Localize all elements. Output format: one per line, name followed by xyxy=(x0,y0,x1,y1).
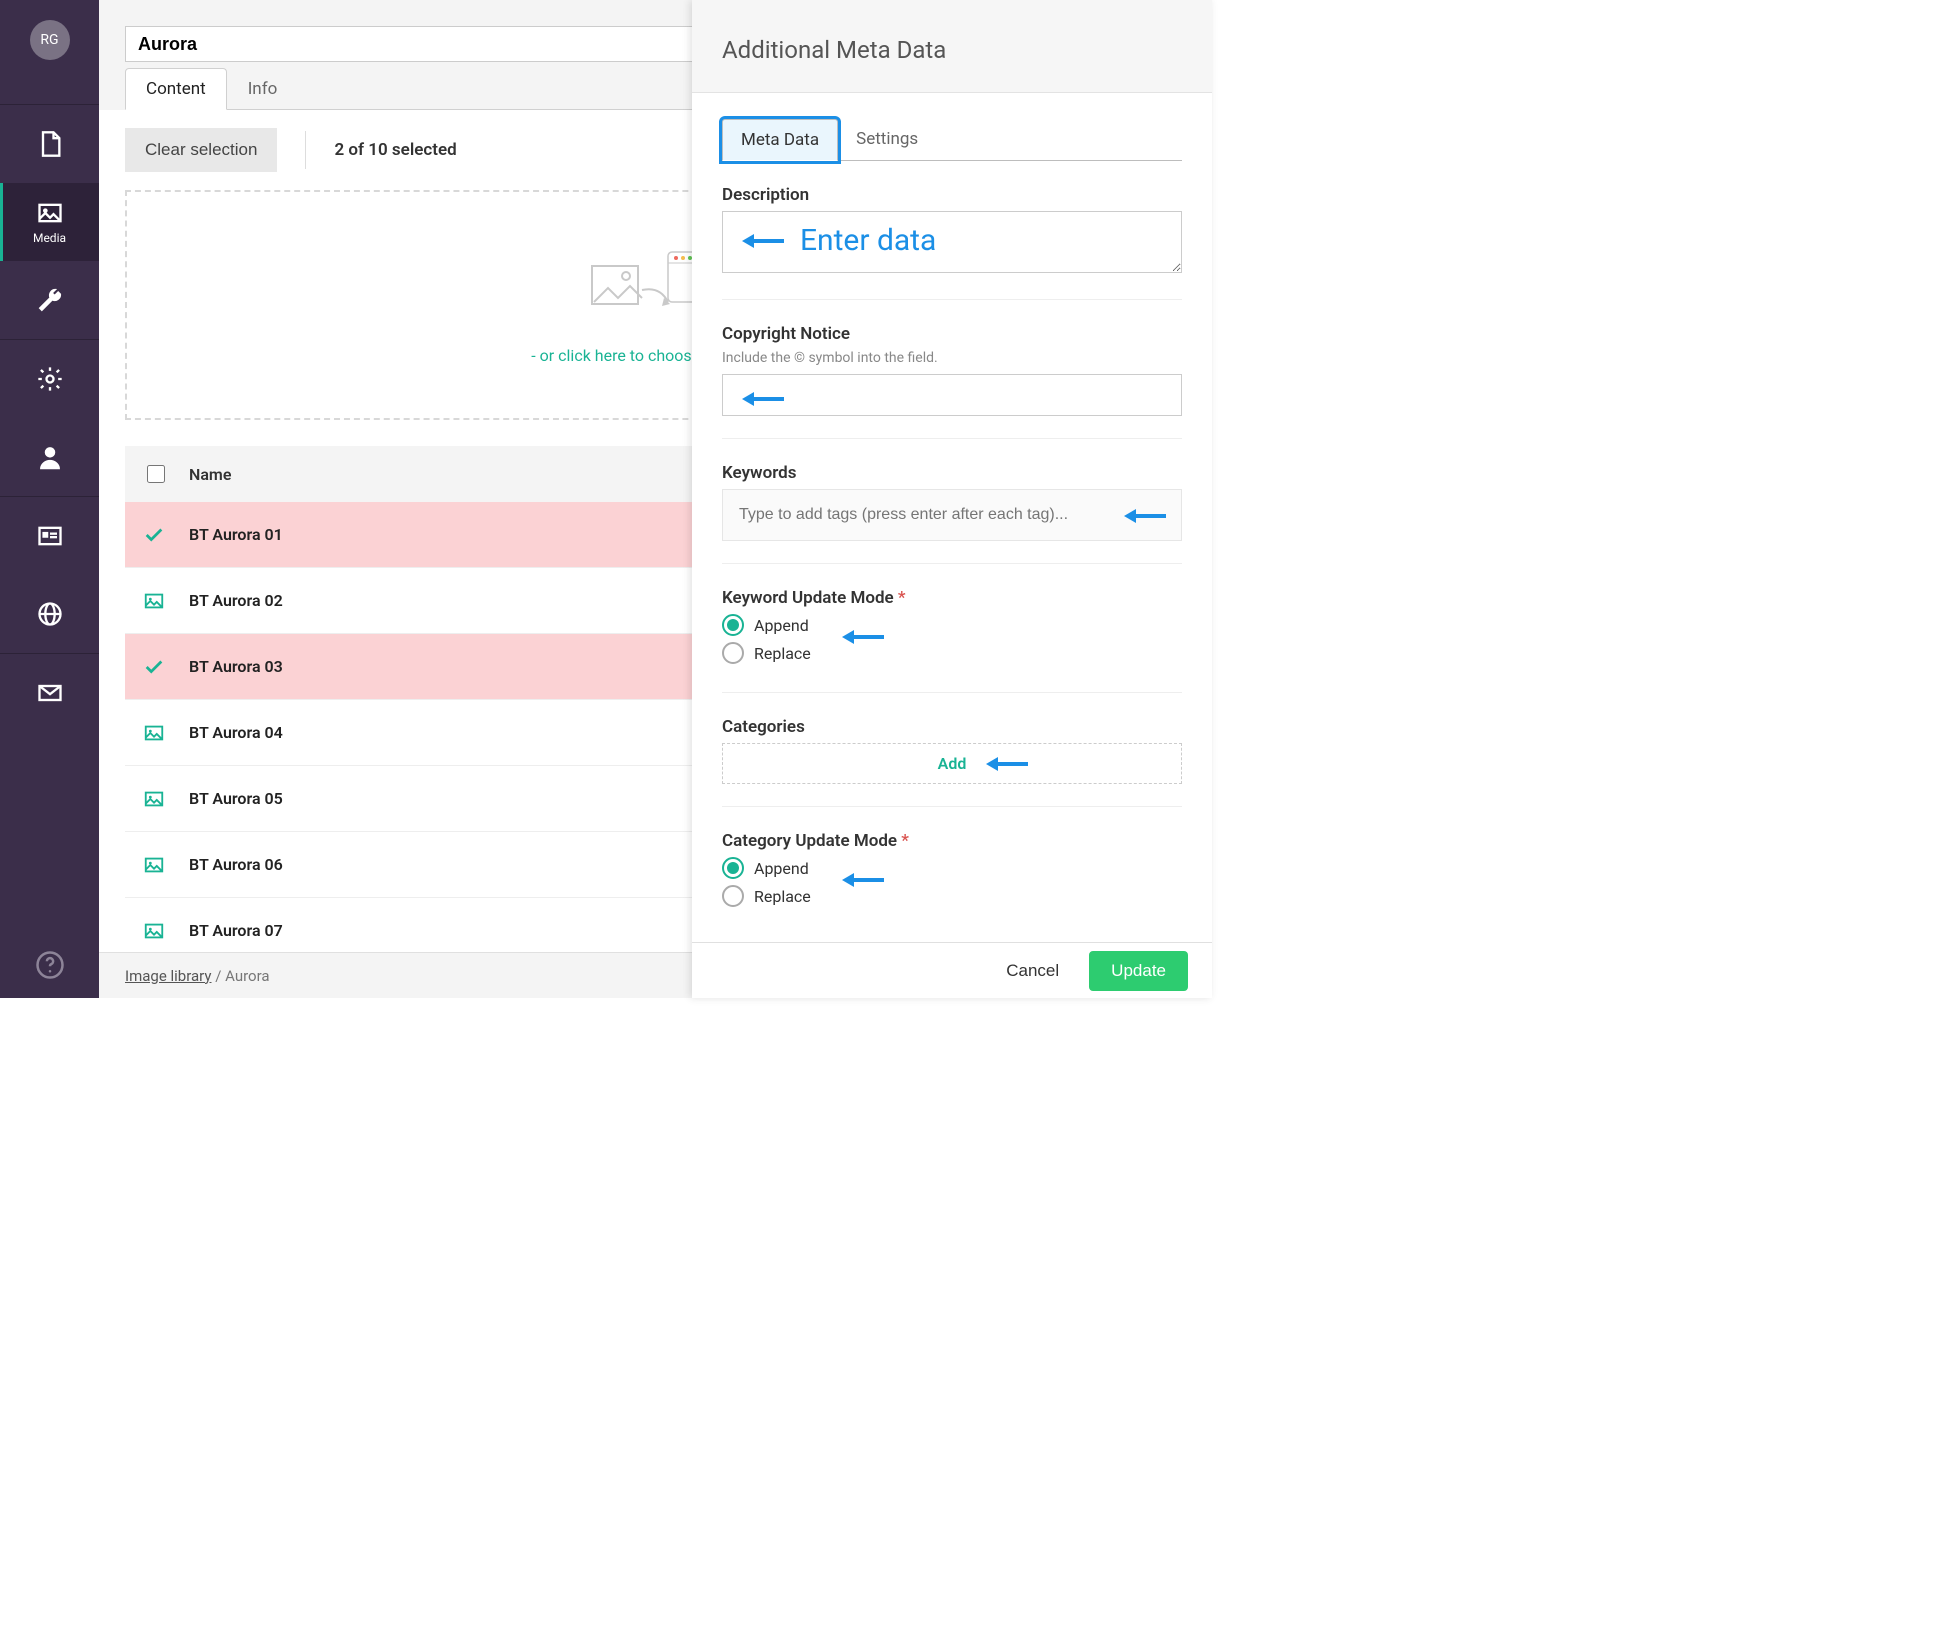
keyword-mode-append[interactable]: Append xyxy=(722,614,1182,636)
description-label: Description xyxy=(722,185,1182,205)
rail-item-mail[interactable] xyxy=(0,654,99,732)
divider xyxy=(305,131,306,169)
rail-item-document[interactable] xyxy=(0,105,99,183)
rail-item-settings[interactable] xyxy=(0,340,99,418)
tab-content[interactable]: Content xyxy=(125,68,227,110)
tab-metadata-label: Meta Data xyxy=(741,130,819,150)
breadcrumb-current: Aurora xyxy=(225,967,269,985)
add-category-button[interactable]: Add xyxy=(722,743,1182,784)
copyright-label: Copyright Notice xyxy=(722,324,1182,344)
card-icon xyxy=(36,522,64,550)
rail-item-tools[interactable] xyxy=(0,261,99,339)
keywords-input[interactable] xyxy=(722,489,1182,541)
tab-settings[interactable]: Settings xyxy=(838,119,936,160)
tab-settings-label: Settings xyxy=(856,129,918,149)
clear-selection-button[interactable]: Clear selection xyxy=(125,128,277,172)
copyright-hint: Include the © symbol into the field. xyxy=(722,350,1182,366)
radio-icon xyxy=(722,642,744,664)
globe-icon xyxy=(36,600,64,628)
category-mode-append[interactable]: Append xyxy=(722,857,1182,879)
categories-label: Categories xyxy=(722,717,1182,737)
image-icon xyxy=(143,722,165,744)
image-icon xyxy=(143,788,165,810)
radio-icon xyxy=(722,885,744,907)
rail-item-label: Media xyxy=(33,231,66,245)
category-mode-label: Category Update Mode xyxy=(722,831,1182,851)
copyright-input[interactable] xyxy=(722,374,1182,416)
rail-item-card[interactable] xyxy=(0,497,99,575)
mail-icon xyxy=(36,679,64,707)
radio-icon xyxy=(722,857,744,879)
image-icon xyxy=(143,590,165,612)
panel-title: Additional Meta Data xyxy=(692,0,1212,92)
category-mode-replace-label: Replace xyxy=(754,887,811,906)
keyword-mode-label: Keyword Update Mode xyxy=(722,588,1182,608)
keyword-mode-append-label: Append xyxy=(754,616,809,635)
keywords-label: Keywords xyxy=(722,463,1182,483)
document-icon xyxy=(36,130,64,158)
tab-info-label: Info xyxy=(248,79,278,99)
main-area: Content Info Clear selection 2 of 10 sel… xyxy=(99,0,1212,998)
breadcrumb-root[interactable]: Image library xyxy=(125,967,211,985)
cancel-button[interactable]: Cancel xyxy=(1000,960,1065,982)
update-label: Update xyxy=(1111,961,1166,980)
rail-item-user[interactable] xyxy=(0,418,99,496)
tab-info[interactable]: Info xyxy=(227,68,299,109)
select-all-checkbox[interactable] xyxy=(147,465,165,483)
gear-icon xyxy=(36,365,64,393)
clear-selection-label: Clear selection xyxy=(145,140,257,159)
avatar[interactable]: RG xyxy=(30,20,70,60)
update-button[interactable]: Update xyxy=(1089,951,1188,991)
selection-count: 2 of 10 selected xyxy=(334,140,456,160)
check-icon xyxy=(143,524,165,546)
category-mode-replace[interactable]: Replace xyxy=(722,885,1182,907)
avatar-initials: RG xyxy=(40,32,58,48)
user-icon xyxy=(36,443,64,471)
keyword-mode-replace[interactable]: Replace xyxy=(722,642,1182,664)
keyword-mode-replace-label: Replace xyxy=(754,644,811,663)
check-icon xyxy=(143,656,165,678)
rail-item-globe[interactable] xyxy=(0,575,99,653)
tab-content-label: Content xyxy=(146,79,206,99)
wrench-icon xyxy=(36,286,64,314)
image-icon xyxy=(143,920,165,942)
radio-icon xyxy=(722,614,744,636)
description-input[interactable] xyxy=(722,211,1182,273)
metadata-panel: Additional Meta Data Meta Data Settings … xyxy=(692,0,1212,998)
nav-rail: RG Media xyxy=(0,0,99,998)
rail-item-media[interactable]: Media xyxy=(0,183,99,261)
image-icon xyxy=(143,854,165,876)
image-icon xyxy=(36,199,64,227)
cancel-label: Cancel xyxy=(1006,961,1059,980)
tab-metadata[interactable]: Meta Data xyxy=(722,119,838,161)
category-mode-append-label: Append xyxy=(754,859,809,878)
add-category-label: Add xyxy=(938,754,967,773)
help-button[interactable] xyxy=(35,950,65,984)
